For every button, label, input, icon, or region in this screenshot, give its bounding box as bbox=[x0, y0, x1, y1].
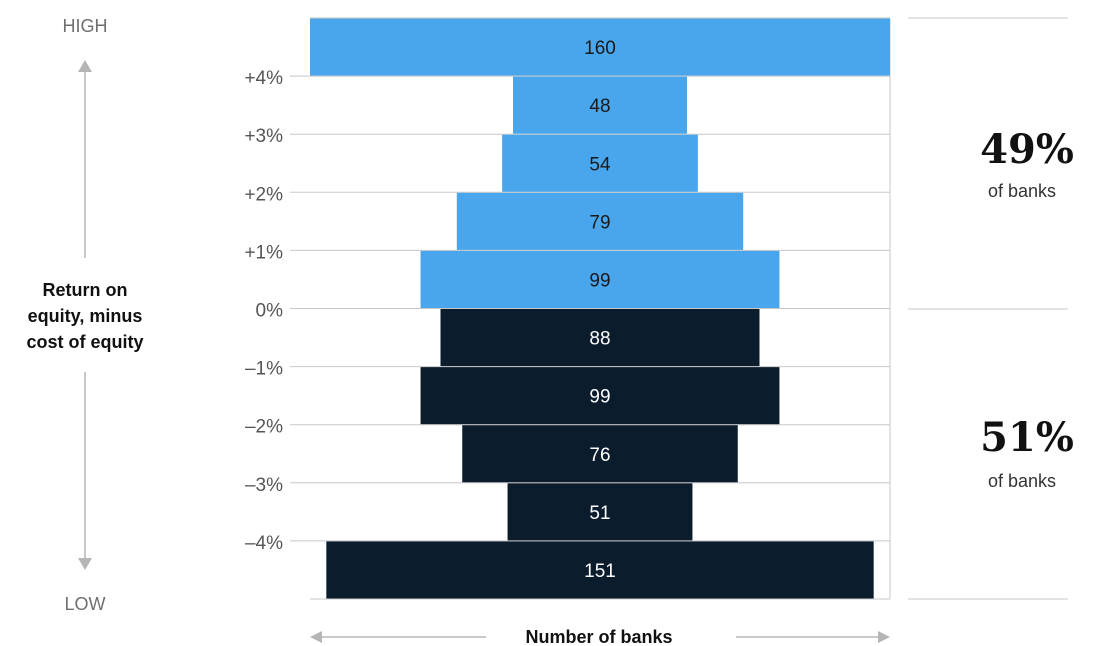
bars: 160 48 54 79 99 88 99 76 51 151 bbox=[310, 18, 890, 599]
bar bbox=[440, 309, 760, 367]
down-arrow-icon bbox=[78, 558, 92, 570]
bar bbox=[513, 76, 687, 134]
bar bbox=[462, 425, 738, 483]
bar-value-label: 76 bbox=[589, 445, 610, 466]
y-tick-label: +3% bbox=[244, 126, 283, 147]
y-axis-high-label: HIGH bbox=[63, 16, 108, 36]
bar-value-label: 151 bbox=[584, 561, 616, 582]
right-arrow-icon bbox=[878, 631, 890, 643]
x-axis-title: Number of banks bbox=[525, 627, 672, 646]
bar-value-label: 48 bbox=[589, 96, 610, 117]
y-axis-title-line-1: Return on bbox=[43, 280, 128, 300]
bar bbox=[420, 250, 780, 308]
y-tick-label: 0% bbox=[256, 301, 284, 322]
positive-share-value: 49% bbox=[980, 126, 1074, 173]
y-tick-labels: +4% +3% +2% +1% 0% –1% –2% –3% –4% bbox=[244, 68, 283, 554]
bar bbox=[326, 541, 874, 599]
bar-value-label: 79 bbox=[589, 212, 610, 233]
summary-panel: 49% of banks 51% of banks bbox=[908, 17, 1074, 600]
bar bbox=[502, 134, 698, 192]
bar-value-label: 160 bbox=[584, 38, 616, 59]
y-axis-low-label: LOW bbox=[64, 594, 105, 614]
bar bbox=[507, 483, 693, 541]
bar-value-label: 88 bbox=[589, 329, 610, 350]
bar bbox=[310, 18, 890, 76]
y-tick-label: –1% bbox=[245, 359, 283, 380]
bar bbox=[420, 367, 780, 425]
bar-value-label: 99 bbox=[589, 270, 610, 291]
negative-share-value: 51% bbox=[980, 414, 1074, 461]
grid-lines bbox=[290, 17, 891, 600]
bar-value-label: 51 bbox=[589, 503, 610, 524]
bar-value-label: 54 bbox=[589, 154, 611, 175]
bar-value-label: 99 bbox=[589, 387, 610, 408]
y-tick-label: +4% bbox=[244, 68, 283, 89]
y-tick-label: –2% bbox=[245, 417, 283, 438]
up-arrow-icon bbox=[78, 60, 92, 72]
bar bbox=[456, 192, 744, 250]
negative-share-label: of banks bbox=[988, 471, 1056, 491]
y-tick-label: –3% bbox=[245, 475, 283, 496]
x-axis: Number of banks bbox=[310, 627, 890, 646]
y-tick-label: –4% bbox=[245, 533, 283, 554]
left-arrow-icon bbox=[310, 631, 322, 643]
y-tick-label: +2% bbox=[244, 184, 283, 205]
y-axis-title-line-2: equity, minus bbox=[28, 306, 143, 326]
y-tick-label: +1% bbox=[244, 242, 283, 263]
y-axis: HIGH Return on equity, minus cost of equ… bbox=[26, 16, 143, 614]
positive-share-label: of banks bbox=[988, 181, 1056, 201]
y-axis-title-line-3: cost of equity bbox=[26, 332, 143, 352]
